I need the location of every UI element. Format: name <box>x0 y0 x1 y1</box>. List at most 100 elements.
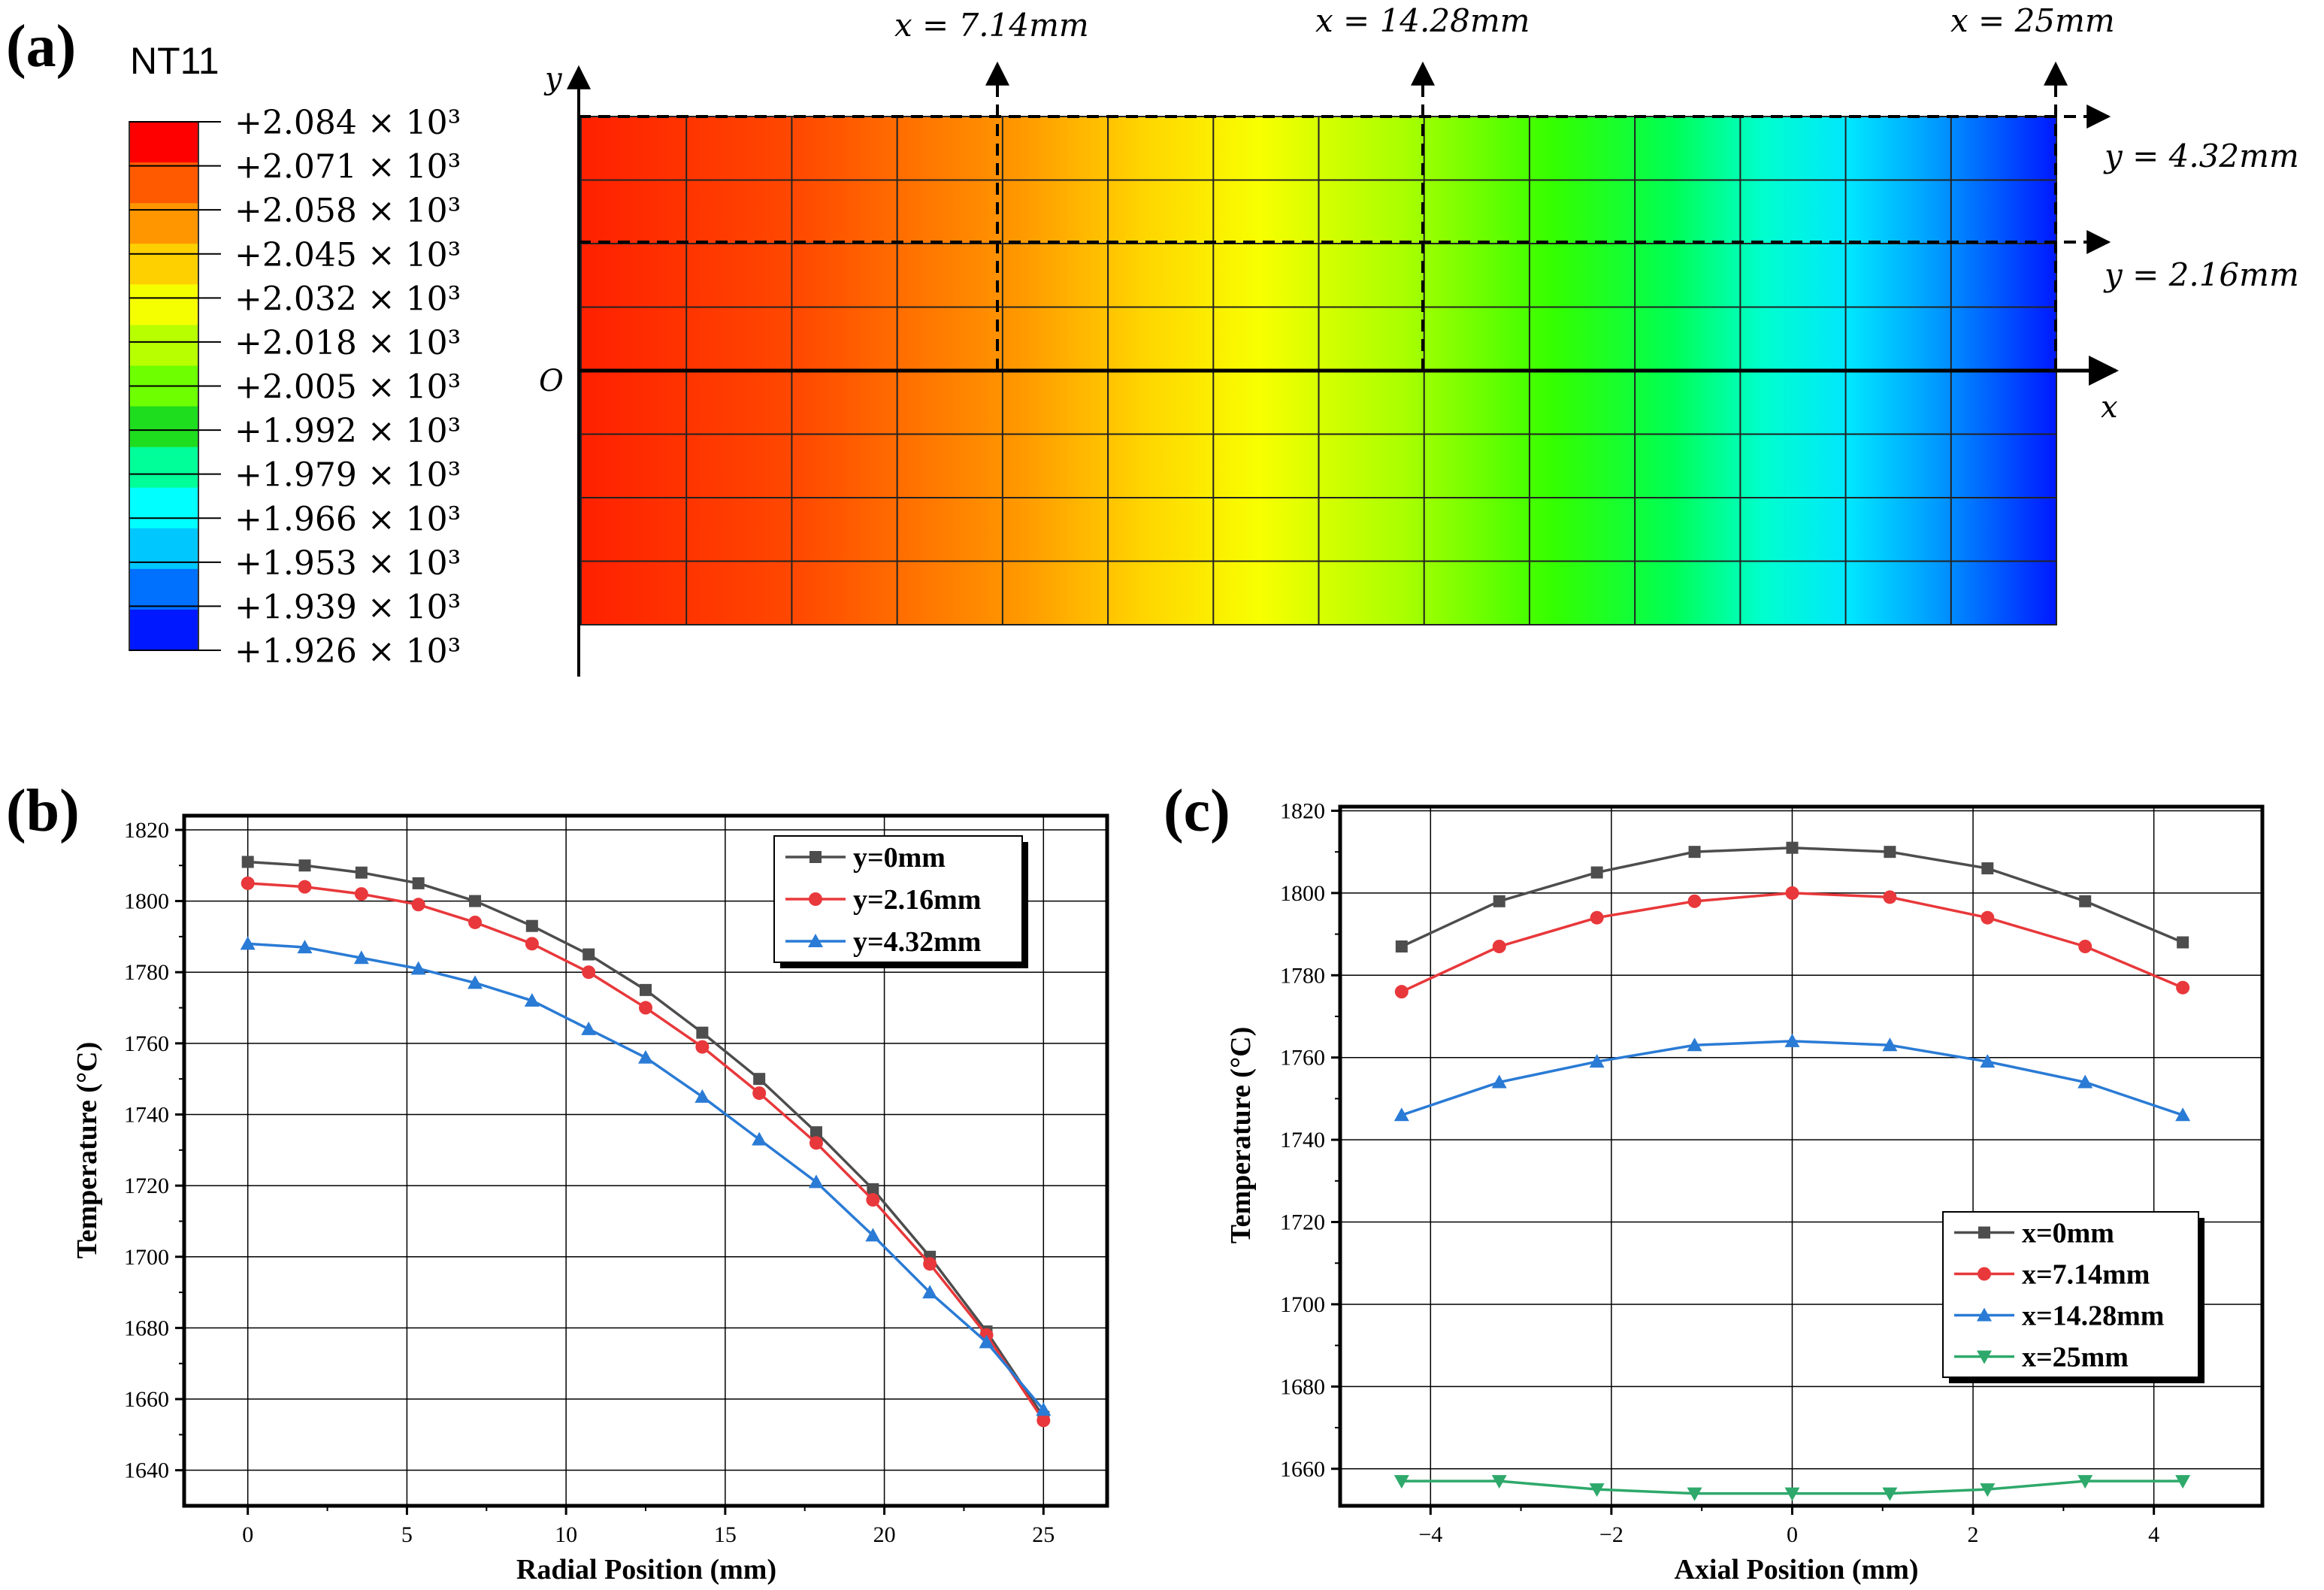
colorbar-label: +1.926 × 10³ <box>235 632 461 671</box>
data-point <box>1394 985 1409 999</box>
panel-a-label: (a) <box>6 14 76 80</box>
colorbar-band <box>129 162 198 204</box>
legend-swatch-marker <box>809 892 822 906</box>
colorbar-label: +2.018 × 10³ <box>235 324 461 362</box>
colorbar-band <box>129 609 198 651</box>
data-point <box>582 965 596 980</box>
data-point <box>468 915 483 929</box>
x-tick-label: 10 <box>555 1522 577 1547</box>
colorbar-label: +1.939 × 10³ <box>235 588 461 626</box>
colorbar-band <box>129 122 198 163</box>
data-point <box>865 1228 881 1242</box>
legend-swatch-marker <box>1977 1350 1992 1364</box>
data-point <box>638 1049 653 1064</box>
data-point <box>1980 1483 1996 1498</box>
data-point <box>298 880 312 894</box>
panel-c-legend: x=0mm x=7.14mm x=14.28mm x=25mm <box>1942 1211 2204 1383</box>
data-point <box>2175 1475 2191 1489</box>
colorbar-label: +2.005 × 10³ <box>235 368 461 407</box>
data-point <box>866 1193 880 1207</box>
plot-frame <box>182 813 1109 1508</box>
data-point <box>753 1073 766 1086</box>
colorbar-band <box>129 325 198 366</box>
data-point <box>752 1131 767 1146</box>
panel-b-label: (b) <box>6 778 80 844</box>
panel-b-legend: y=0mm y=2.16mm y=4.32mm <box>773 835 1028 968</box>
x-tick-label: 25 <box>1032 1522 1055 1547</box>
x-tick-label: 5 <box>401 1522 413 1547</box>
panel-b-y-axis-title: Temperature (°C) <box>71 1042 103 1259</box>
colorbar-band <box>129 568 198 610</box>
heatmap-plot: y x O x = 7.14mm x = 14.28mm x = 25mm y … <box>539 2 2299 677</box>
data-point <box>1687 894 1702 908</box>
y-tick-label: 1660 <box>124 1387 169 1412</box>
legend-swatch-marker <box>1977 1307 1992 1322</box>
y-tick-label: 1680 <box>1280 1374 1325 1399</box>
y-tick-label: 1660 <box>1280 1457 1325 1482</box>
colorbar-label: +1.992 × 10³ <box>235 412 461 450</box>
data-point <box>1492 940 1506 953</box>
data-point <box>411 898 425 912</box>
y-tick-label: 1640 <box>124 1458 169 1483</box>
colorbar-band <box>129 528 198 570</box>
data-point <box>1590 866 1603 879</box>
legend-entry: x=14.28mm <box>2022 1301 2164 1332</box>
colorbar <box>129 121 199 651</box>
origin-label: O <box>539 364 564 398</box>
legend-entry: x=7.14mm <box>2022 1259 2150 1291</box>
section-label-x3: x = 25mm <box>1950 2 2115 39</box>
panel-c-label: (c) <box>1164 778 1230 844</box>
data-point <box>1393 1475 1409 1489</box>
colorbar-band <box>129 244 198 285</box>
data-point <box>867 1183 879 1195</box>
y-tick-label: 1720 <box>1280 1210 1325 1235</box>
y-tick-label: 1740 <box>124 1102 169 1127</box>
radial-temperature-chart: 0 5 10 15 20 25 1640 1660 1680 1700 1720 1740 1760 17… <box>124 813 1109 1547</box>
data-point <box>525 937 539 951</box>
section-label-x1: x = 7.14mm <box>894 7 1089 44</box>
y-tick-label: 1720 <box>124 1174 169 1198</box>
legend-entry: x=25mm <box>2022 1342 2129 1373</box>
legend-entry: y=2.16mm <box>853 884 981 916</box>
legend-swatch-marker <box>808 934 823 947</box>
y-tick-label: 1680 <box>124 1316 169 1340</box>
y-tick-label: 1760 <box>124 1031 169 1056</box>
data-point <box>639 1001 652 1015</box>
data-point <box>1786 841 1799 854</box>
data-point <box>1491 1074 1507 1089</box>
data-point <box>809 1126 822 1139</box>
x-tick-label: −4 <box>1418 1522 1442 1547</box>
legend-swatch-marker <box>1978 1226 1990 1239</box>
colorbar-label: +1.953 × 10³ <box>235 544 461 583</box>
data-point <box>1589 1483 1605 1498</box>
x-axis-label: x <box>2101 390 2118 425</box>
data-point <box>1785 886 1799 900</box>
data-point <box>1395 940 1408 952</box>
data-point <box>1882 1037 1898 1052</box>
y-tick-label: 1700 <box>1280 1292 1325 1317</box>
colorbar-label: +1.979 × 10³ <box>235 456 461 495</box>
data-point <box>2078 940 2093 953</box>
colorbar-label: +2.084 × 10³ <box>235 104 461 142</box>
data-point <box>694 1089 710 1103</box>
y-tick-label: 1780 <box>124 960 169 985</box>
data-point <box>1493 895 1505 907</box>
colorbar-label: +2.032 × 10³ <box>235 280 461 318</box>
axial-temperature-chart: −4 −2 0 2 4 1660 1680 1700 1720 1740 1760 1780 1800 1… <box>1280 798 2265 1547</box>
section-label-y1: y = 4.32mm <box>2103 138 2299 174</box>
data-point <box>355 866 368 879</box>
y-tick-label: 1800 <box>124 889 169 914</box>
data-point <box>1784 1487 1800 1501</box>
data-point <box>808 1174 824 1189</box>
data-point <box>2176 980 2190 995</box>
data-point <box>923 1257 937 1271</box>
data-point <box>1883 890 1897 904</box>
data-point <box>468 975 483 989</box>
data-point <box>979 1334 994 1349</box>
x-tick-label: 2 <box>1968 1522 1979 1547</box>
y-tick-label: 1820 <box>1280 798 1325 823</box>
colorbar-title: NT11 <box>130 40 219 82</box>
x-tick-label: 15 <box>714 1522 737 1547</box>
panel-a: (a) NT11 +2.084 × 10³ +2.071 × 10³ +2.058 … <box>6 2 2299 677</box>
data-point <box>354 887 368 901</box>
